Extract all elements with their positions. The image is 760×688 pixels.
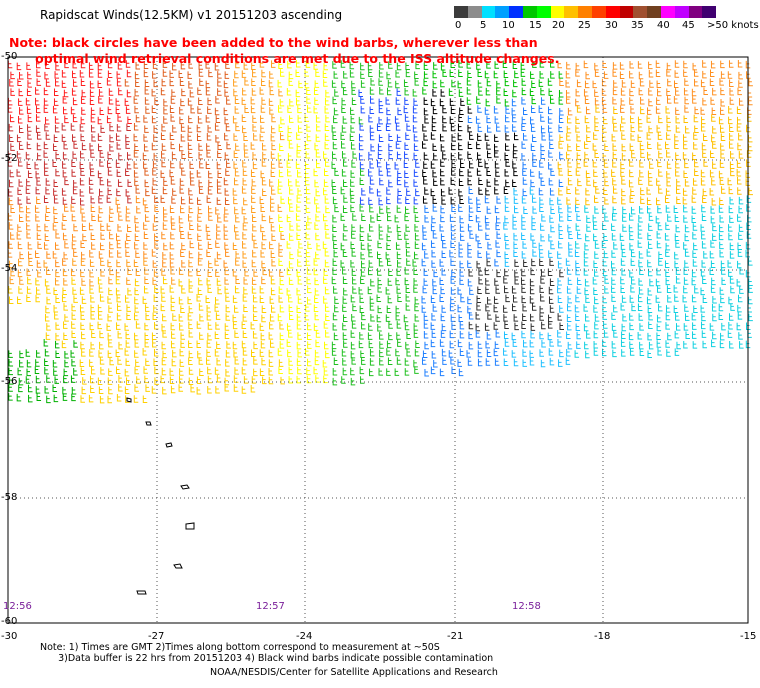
island-outlines: [126, 397, 195, 595]
legend-label-40: 40: [657, 20, 670, 31]
legend-swatch-18: [702, 6, 717, 18]
legend-label-45: 45: [682, 20, 695, 31]
legend-label-35: 35: [631, 20, 644, 31]
y-tick-58s: -58: [1, 492, 18, 503]
legend-label-50-knots: >50 knots: [707, 20, 759, 31]
wind-speed-legend: [454, 6, 717, 18]
x-tick-15w: -15: [740, 631, 757, 642]
y-tick-52s: -52: [1, 153, 18, 164]
time-label-3: 12:58: [512, 601, 541, 612]
legend-label-15: 15: [529, 20, 542, 31]
legend-swatch-3: [495, 6, 510, 18]
legend-swatch-8: [564, 6, 579, 18]
legend-swatch-11: [605, 6, 620, 18]
legend-swatch-6: [536, 6, 551, 18]
legend-label-25: 25: [578, 20, 591, 31]
y-tick-54s: -54: [1, 263, 18, 274]
x-tick-18w: -18: [594, 631, 611, 642]
footer-notes: Note: 1) Times are GMT 2)Times along bot…: [40, 642, 494, 664]
wind-barb-field: [7, 60, 753, 404]
x-tick-27w: -27: [148, 631, 165, 642]
lat-lon-grid: [8, 57, 748, 623]
time-label-2: 12:57: [256, 601, 285, 612]
x-tick-24w: -24: [296, 631, 313, 642]
legend-swatch-15: [660, 6, 675, 18]
x-tick-21w: -21: [447, 631, 464, 642]
legend-swatch-5: [522, 6, 537, 18]
legend-label-0: 0: [455, 20, 462, 31]
legend-swatch-2: [481, 6, 496, 18]
footer-credit: NOAA/NESDIS/Center for Satellite Applica…: [210, 667, 498, 678]
time-label-1: 12:56: [3, 601, 32, 612]
map-title: Rapidscat Winds(12.5KM) v1 20151203 asce…: [40, 8, 343, 22]
legend-swatch-4: [509, 6, 523, 18]
y-tick-56s: -56: [1, 376, 18, 387]
legend-swatch-0: [454, 6, 468, 18]
legend-swatch-1: [467, 6, 482, 18]
legend-swatch-9: [578, 6, 592, 18]
legend-swatch-13: [633, 6, 648, 18]
y-tick-50s: -50: [1, 51, 18, 62]
legend-swatch-14: [647, 6, 661, 18]
legend-label-10: 10: [502, 20, 515, 31]
y-tick-60s: -60: [1, 616, 18, 627]
legend-swatch-7: [550, 6, 565, 18]
ingest-note: Note: black circles have been added to t…: [9, 35, 560, 66]
x-tick-30w: -30: [1, 631, 18, 642]
legend-swatch-16: [674, 6, 689, 18]
legend-label-5: 5: [480, 20, 487, 31]
legend-swatch-17: [688, 6, 703, 18]
legend-label-20: 20: [552, 20, 565, 31]
legend-swatch-10: [591, 6, 606, 18]
legend-swatch-12: [619, 6, 634, 18]
legend-label-30: 30: [605, 20, 618, 31]
map-frame: [7, 56, 749, 624]
